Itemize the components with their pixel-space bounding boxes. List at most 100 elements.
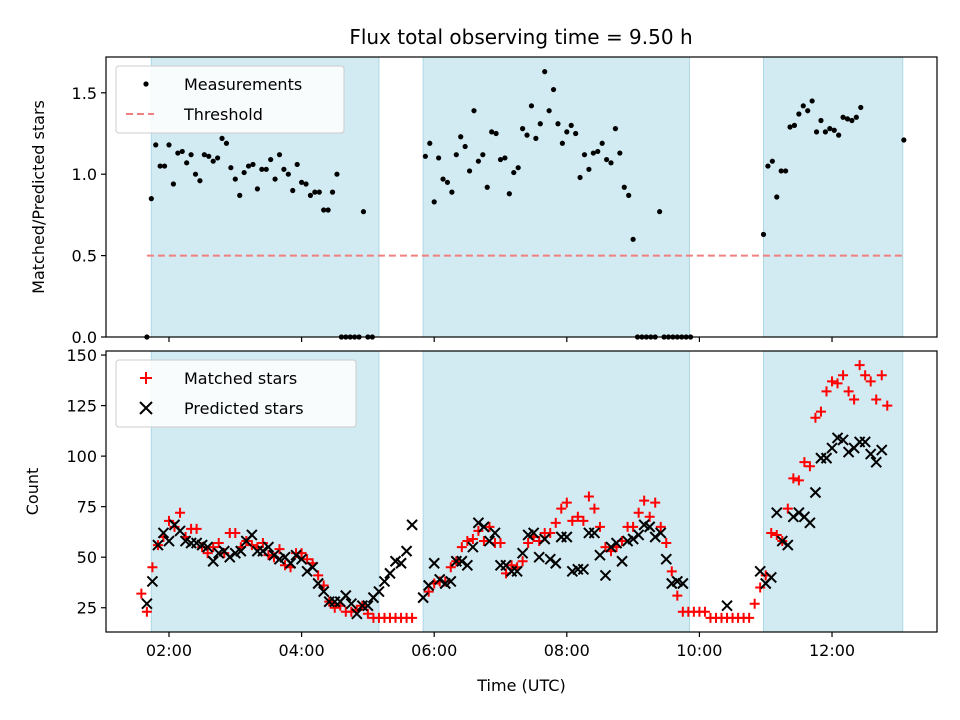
matched-star-point	[329, 602, 340, 613]
predicted-star-point	[643, 521, 656, 533]
measurement-point	[285, 171, 291, 177]
predicted-star-point	[472, 517, 485, 529]
predicted-star-point	[262, 541, 275, 553]
measurement-point	[241, 169, 247, 176]
top-observing-window-2	[763, 56, 904, 338]
measurement-point	[197, 178, 203, 184]
measurement-point	[232, 176, 238, 182]
matched-star-point	[572, 511, 583, 522]
measurement-point	[608, 160, 614, 166]
measurement-point	[515, 165, 521, 171]
matched-star-point	[556, 503, 567, 514]
top-axes-frame	[105, 56, 938, 338]
matched-star-point	[860, 370, 871, 381]
matched-star-point	[147, 562, 158, 573]
x-axis-label: Time (UTC)	[476, 676, 565, 695]
matched-star-point	[771, 529, 782, 540]
matched-star-point	[407, 612, 418, 623]
matched-star-point	[843, 386, 854, 397]
predicted-star-point	[373, 585, 385, 598]
matched-star-point	[832, 378, 843, 389]
predicted-star-point	[754, 565, 766, 578]
measurement-point	[334, 171, 340, 177]
predicted-star-point	[804, 517, 816, 529]
matched-star-point	[827, 376, 838, 387]
matched-star-point	[302, 554, 313, 565]
measurement-point	[466, 168, 473, 174]
predicted-star-point	[246, 529, 258, 541]
predicted-star-point	[837, 434, 849, 446]
measurement-point	[161, 163, 168, 169]
measurement-point	[475, 158, 482, 164]
chart-title: Flux total observing time = 9.50 h	[349, 25, 692, 49]
matched-star-point	[799, 457, 810, 468]
matched-star-point	[849, 394, 860, 405]
predicted-star-point	[660, 553, 672, 565]
matched-star-point	[467, 534, 478, 545]
predicted-star-point	[870, 456, 882, 468]
measurement-point	[853, 114, 859, 120]
measurement-point	[228, 165, 234, 171]
measurement-point	[502, 155, 508, 161]
predicted-star-point	[627, 533, 639, 545]
measurement-point	[254, 186, 260, 192]
matched-star-point	[136, 588, 147, 599]
legend-predicted-swatch	[139, 401, 153, 415]
measurement-point	[901, 137, 907, 143]
measurement-point	[765, 163, 771, 169]
bottom-series-1	[141, 432, 888, 620]
matched-star-point	[594, 521, 605, 532]
matched-star-point	[246, 540, 257, 551]
matched-star-point	[456, 542, 467, 553]
matched-star-point	[639, 495, 650, 506]
predicted-star-point	[268, 549, 280, 561]
measurement-point	[484, 184, 490, 190]
measurement-point	[760, 231, 767, 238]
predicted-star-point	[771, 507, 783, 519]
matched-star-point	[423, 586, 434, 597]
measurement-point	[325, 207, 331, 213]
predicted-star-point	[782, 539, 794, 551]
matched-star-point	[655, 521, 666, 532]
predicted-star-point	[826, 442, 838, 454]
matched-star-point	[202, 548, 213, 559]
matched-star-point	[650, 497, 661, 508]
measurement-point	[581, 152, 588, 158]
matched-star-point	[661, 538, 672, 549]
predicted-star-point	[428, 557, 440, 569]
predicted-star-point	[163, 535, 175, 547]
predicted-star-point	[406, 519, 418, 531]
predicted-star-point	[174, 525, 186, 537]
matched-star-point	[699, 606, 710, 617]
measurement-point	[215, 155, 221, 161]
measurement-point	[148, 196, 154, 202]
top-y-tick-label: 1.5	[72, 84, 97, 103]
measurement-point	[822, 129, 828, 135]
measurement-point	[813, 129, 820, 135]
measurement-point	[564, 129, 570, 135]
top-legend-label: Threshold	[183, 105, 263, 124]
measurement-point	[427, 140, 433, 146]
measurement-point	[458, 134, 464, 140]
matched-star-point	[263, 550, 274, 561]
matched-star-point	[484, 521, 495, 532]
measurement-point	[524, 132, 530, 138]
matched-star-point	[871, 394, 882, 405]
measurement-point	[444, 179, 451, 185]
predicted-star-point	[511, 565, 523, 578]
predicted-star-point	[721, 600, 733, 612]
predicted-star-point	[312, 577, 324, 590]
measurement-point	[321, 207, 327, 213]
measurement-point	[555, 121, 561, 127]
measurement-point	[844, 116, 851, 122]
predicted-star-point	[400, 545, 413, 557]
predicted-star-point	[295, 553, 308, 565]
matched-star-point	[141, 606, 152, 617]
measurement-point	[840, 114, 846, 120]
measurement-point	[462, 143, 468, 150]
bottom-x-tick-label: 08:00	[544, 641, 590, 660]
predicted-star-point	[157, 527, 170, 539]
bottom-y-axis-label: Count	[23, 468, 42, 516]
top-y-axis-label: Matched/Predicted stars	[29, 100, 48, 294]
